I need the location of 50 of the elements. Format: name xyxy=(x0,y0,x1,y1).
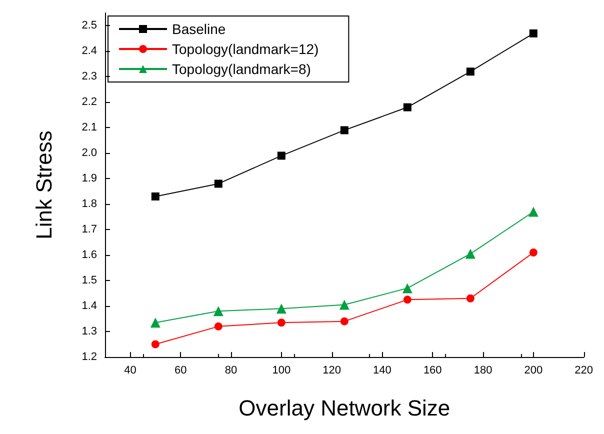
y-tick-label: 1.4 xyxy=(82,300,97,312)
y-tick-label: 1.3 xyxy=(82,326,97,338)
y-tick-label: 2.5 xyxy=(82,20,97,32)
x-tick-label: 80 xyxy=(224,364,238,376)
legend-label: Topology(landmark=8) xyxy=(172,61,311,77)
x-tick-label: 40 xyxy=(124,364,136,376)
x-tick-label: 180 xyxy=(474,364,492,376)
y-tick-label: 1.8 xyxy=(82,198,97,210)
point xyxy=(151,340,160,348)
point xyxy=(340,317,348,326)
y-tick-label: 2.3 xyxy=(82,70,97,83)
x-axis-title: Overlay Network Size xyxy=(238,396,450,420)
point xyxy=(529,29,538,38)
point xyxy=(403,296,412,304)
point xyxy=(277,152,286,160)
x-tick-label: 120 xyxy=(322,364,341,376)
x-tick-label: 100 xyxy=(272,364,291,376)
y-axis-title: Link Stress xyxy=(32,130,56,240)
y-tick-label: 1.6 xyxy=(82,249,97,262)
point xyxy=(276,304,286,314)
x-tick-label: 200 xyxy=(524,364,543,376)
point xyxy=(340,126,348,134)
x-tick-label: 220 xyxy=(574,364,594,376)
y-tick-label: 1.5 xyxy=(82,274,97,287)
point xyxy=(339,300,350,310)
point xyxy=(214,322,222,330)
point xyxy=(466,68,474,76)
point xyxy=(528,206,538,217)
point xyxy=(529,248,538,257)
point xyxy=(150,318,160,328)
y-tick-label: 2.4 xyxy=(82,45,97,58)
x-tick-label: 160 xyxy=(423,364,442,376)
point xyxy=(403,103,412,112)
point xyxy=(213,306,224,316)
point xyxy=(466,294,474,302)
point xyxy=(214,180,222,188)
point xyxy=(277,318,286,327)
point xyxy=(151,192,160,200)
point xyxy=(402,283,412,294)
y-tick-label: 2.0 xyxy=(82,147,97,160)
point xyxy=(465,248,476,259)
y-tick-label: 1.2 xyxy=(82,351,97,363)
y-tick-label: 2.2 xyxy=(82,96,97,108)
y-tick-label: 1.9 xyxy=(82,172,97,185)
x-tick-label: 60 xyxy=(174,364,187,376)
legend-label: Topology(landmark=12) xyxy=(172,41,319,57)
x-tick-label: 140 xyxy=(373,364,392,376)
y-tick-label: 1.7 xyxy=(82,224,97,236)
legend-label: Baseline xyxy=(172,21,226,37)
y-tick-label: 2.1 xyxy=(82,122,97,134)
